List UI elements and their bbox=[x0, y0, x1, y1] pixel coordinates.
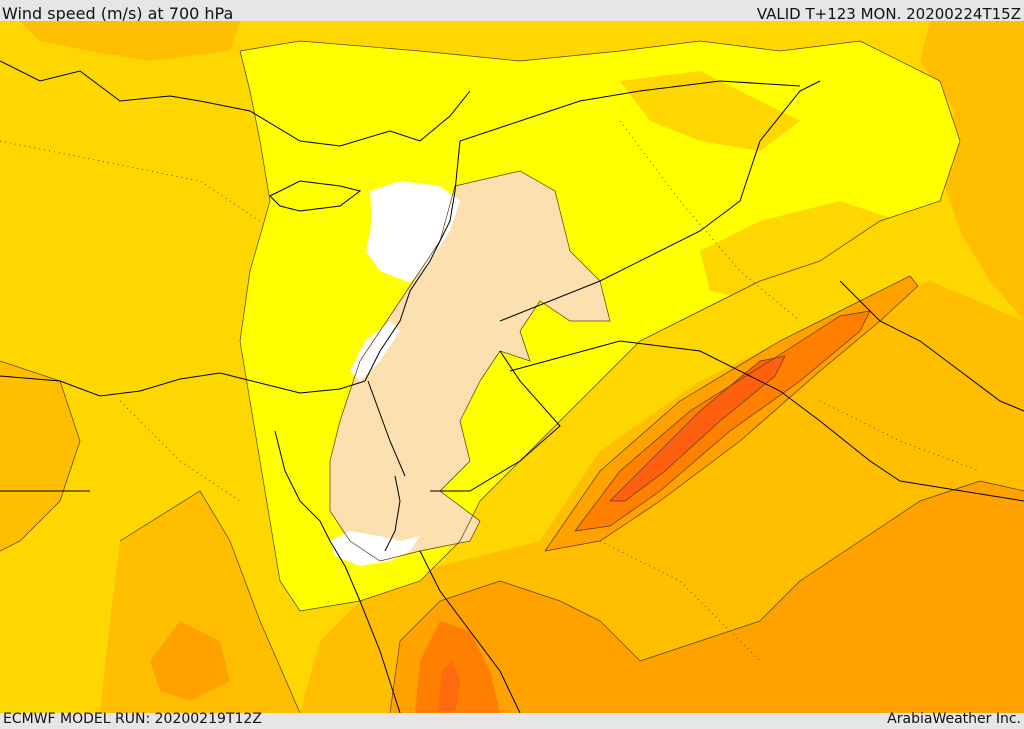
wind-band-amber-southwest bbox=[100, 491, 300, 713]
dotted-contours bbox=[0, 120, 981, 662]
border-syria-iraq bbox=[499, 80, 821, 322]
wind-band-orange-southwest bbox=[150, 621, 230, 701]
wind-band-calm-white-south bbox=[330, 531, 420, 566]
wind-band-red-orange-south bbox=[438, 661, 460, 711]
coastline-red-sea-east bbox=[419, 550, 521, 713]
coastline-gulf-of-suez bbox=[274, 430, 346, 567]
wind-band-calm-white-north bbox=[366, 181, 460, 283]
wind-band-orange-south bbox=[390, 481, 1024, 713]
coastline-turkey bbox=[0, 60, 471, 147]
map-title: Wind speed (m/s) at 700 hPa bbox=[2, 4, 234, 23]
wind-band-dark-orange-south bbox=[415, 621, 500, 713]
border-jordan-saudi bbox=[430, 350, 561, 492]
wind-band-amber-north bbox=[20, 21, 240, 61]
map-canvas bbox=[0, 21, 1024, 713]
border-turkey-syria bbox=[459, 80, 801, 142]
border-iraq-saudi bbox=[509, 340, 1024, 502]
coastline-levant bbox=[364, 140, 461, 382]
model-run-label: ECMWF MODEL RUN: 20200219T12Z bbox=[3, 711, 262, 727]
wind-band-amber-northeast bbox=[920, 21, 1024, 321]
coastline-red-sea-west bbox=[344, 565, 401, 713]
wind-band-calm-white-middle bbox=[350, 321, 400, 381]
credit-label: ArabiaWeather Inc. bbox=[887, 711, 1021, 727]
wind-band-golden-inner-north bbox=[620, 71, 800, 151]
wind-band-amber-west bbox=[0, 361, 80, 551]
coastline-gulf-of-aqaba bbox=[384, 475, 401, 552]
wind-speed-map[interactable] bbox=[0, 21, 1024, 713]
border-sinai-israel bbox=[367, 380, 406, 477]
wind-band-red-orange-jet-max bbox=[610, 356, 785, 501]
coastline-egypt bbox=[0, 372, 366, 397]
wind-contours bbox=[0, 40, 1024, 713]
coastline-persian-gulf bbox=[839, 280, 1024, 412]
coastlines-borders bbox=[0, 60, 1024, 713]
wind-band-golden-inner-east bbox=[700, 201, 900, 301]
coastline-cyprus bbox=[269, 180, 362, 212]
valid-time-label: VALID T+123 MON. 20200224T15Z bbox=[756, 5, 1021, 23]
